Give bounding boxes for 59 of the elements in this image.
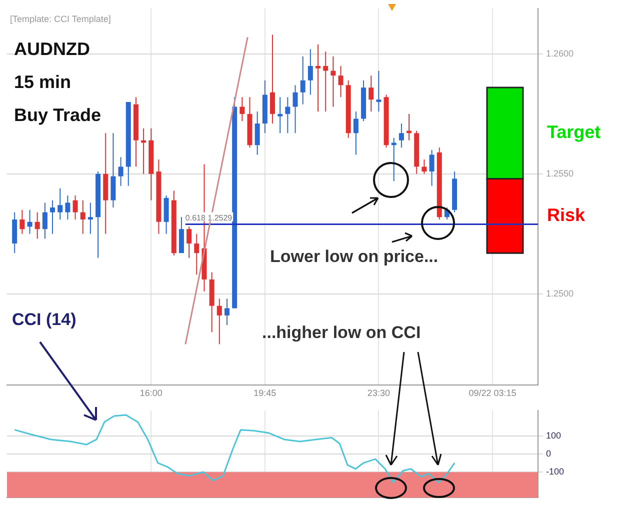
band-label: Target [547,122,601,142]
candlestick [20,209,25,234]
candlestick [308,48,313,96]
candlestick [65,195,70,220]
x-tick-label: 09/22 03:15 [468,388,516,398]
candlestick [429,149,434,186]
candlestick [216,298,222,345]
y-tick-label: -100 [546,466,564,477]
candlestick [72,195,78,220]
y-tick-label: 0 [546,448,552,458]
candlestick [50,200,56,234]
candlestick [42,202,48,240]
candlestick [323,51,328,112]
candlestick [278,96,283,134]
candlestick [300,56,306,105]
candlestick [178,216,184,254]
candlestick [292,84,298,134]
candlestick [338,65,344,98]
annotation: Lower low on price... [270,247,438,266]
annotation: Buy Trade [14,105,102,125]
x-tick-label: 16:00 [140,388,162,398]
annotation: CCI (14) [12,310,76,329]
candlestick [224,298,230,326]
candlestick [398,123,404,148]
candlestick [353,111,358,156]
candlestick [164,195,169,234]
annotation: AUDNZD [14,39,90,59]
candlestick [368,75,374,112]
x-tick-label: 23:30 [367,388,390,398]
candlestick [330,56,336,108]
candlestick [110,132,116,208]
candlestick [118,156,124,186]
candlestick [391,137,396,182]
candlestick [376,70,382,112]
y-tick-label: 100 [546,430,562,440]
y-tick-label: 1.2600 [546,48,574,58]
candlestick [58,188,63,220]
candlestick [240,96,245,122]
annotation: 15 min [14,72,72,92]
candlestick [254,111,260,156]
candlestick [80,200,86,234]
candlestick [186,226,192,258]
candlestick [406,113,412,141]
candlestick [27,209,32,234]
candlestick [194,233,200,276]
annotation: [Template: CCI Template] [10,14,111,24]
candlestick [12,212,18,254]
candlestick [34,212,40,240]
candlestick [88,202,93,234]
candlestick [270,34,275,124]
band-label: Risk [547,204,586,225]
y-tick-label: 1.2500 [546,288,574,298]
candlestick [285,96,290,134]
y-tick-label: 1.2550 [546,168,574,178]
candlestick [422,159,427,174]
candlestick [316,44,321,112]
x-tick-label: 19:45 [254,388,276,398]
annotation: 0.618 1.2529 [185,213,233,222]
annotation: ...higher low on CCI [262,323,421,342]
